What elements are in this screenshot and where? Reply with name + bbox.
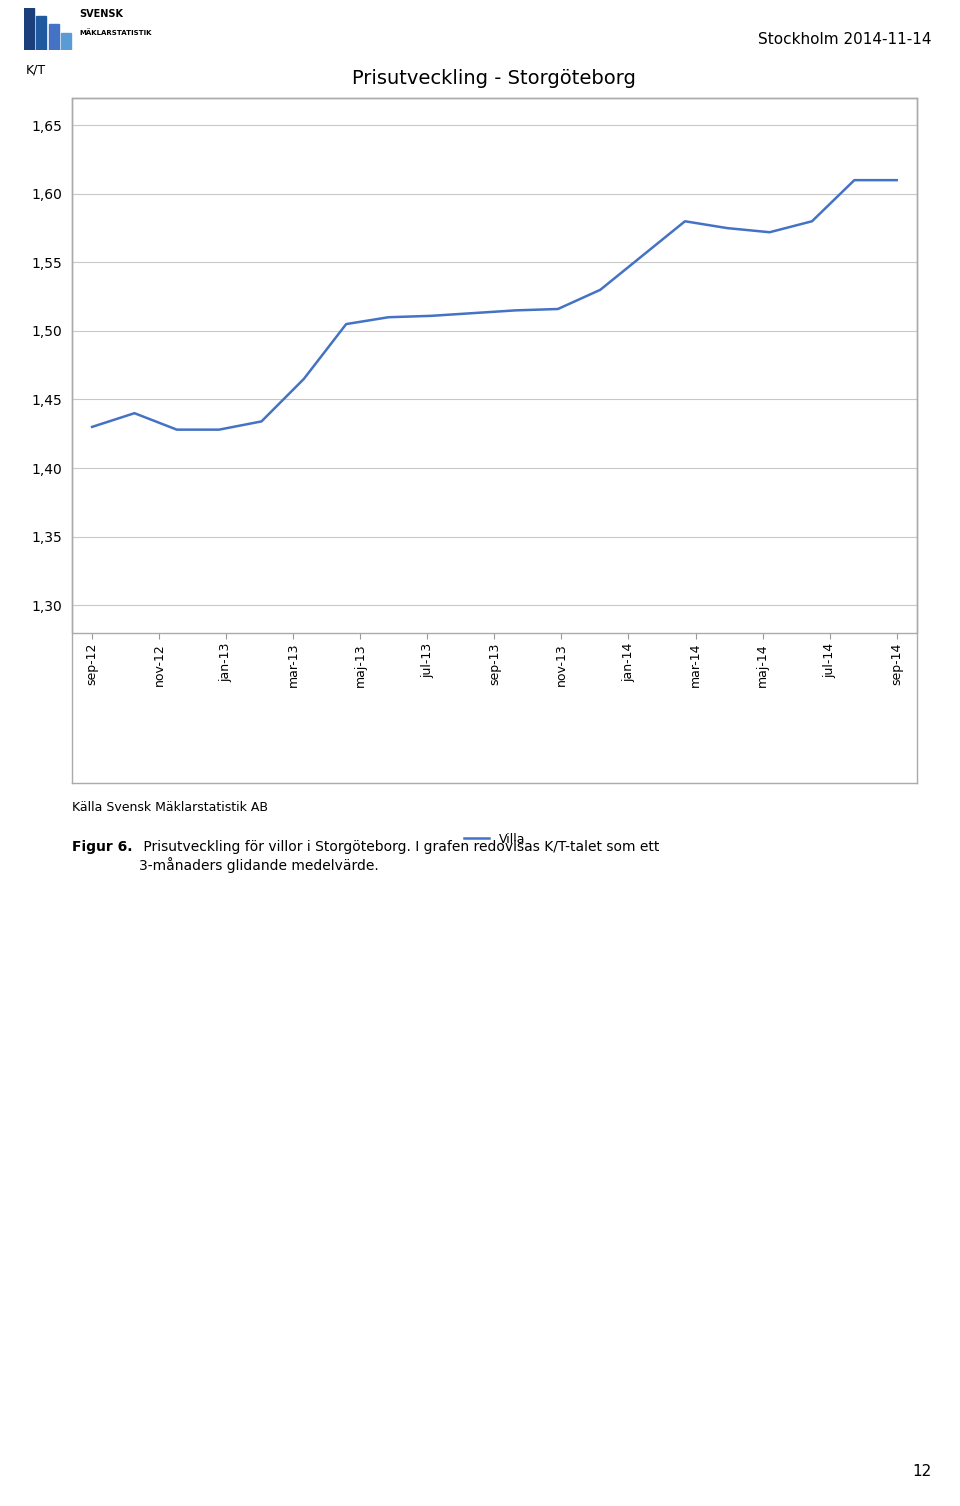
Text: SVENSK: SVENSK — [80, 9, 123, 20]
Text: 12: 12 — [912, 1464, 931, 1479]
Text: MÄKLARSTATISTIK: MÄKLARSTATISTIK — [80, 29, 152, 36]
Bar — [36, 17, 46, 50]
Legend: Villa: Villa — [459, 828, 530, 851]
Title: Prisutveckling - Storgöteborg: Prisutveckling - Storgöteborg — [352, 69, 636, 87]
Text: Figur 6.: Figur 6. — [72, 840, 132, 854]
Text: Stockholm 2014-11-14: Stockholm 2014-11-14 — [757, 32, 931, 47]
Text: Källa Svensk Mäklarstatistik AB: Källa Svensk Mäklarstatistik AB — [72, 801, 268, 815]
Bar — [24, 8, 34, 50]
Text: Prisutveckling för villor i Storgöteborg. I grafen redovisas K/T-talet som ett
3: Prisutveckling för villor i Storgöteborg… — [139, 840, 660, 873]
Bar — [61, 33, 71, 50]
Bar — [49, 24, 59, 50]
Text: K/T: K/T — [26, 63, 46, 77]
